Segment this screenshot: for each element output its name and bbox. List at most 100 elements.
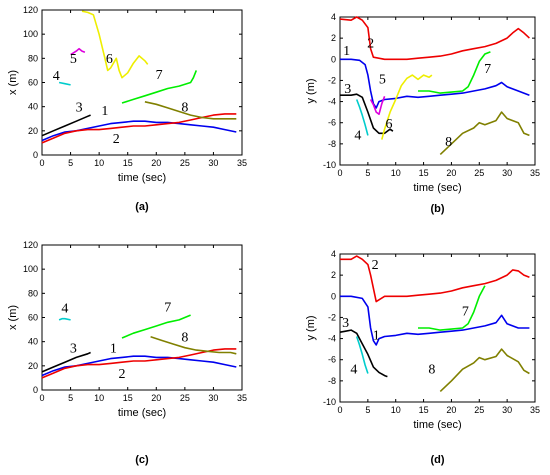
x-tick-label: 30	[502, 405, 512, 415]
x-axis-title: time (sec)	[413, 182, 461, 194]
y-tick-label: 100	[23, 264, 38, 274]
series-line-3	[41, 351, 91, 373]
x-tick-label: 15	[123, 393, 133, 403]
series-line-8	[144, 101, 237, 120]
x-tick-label: 30	[208, 393, 218, 403]
series-label-1: 1	[101, 104, 108, 119]
series-label-2: 2	[372, 258, 379, 273]
x-tick-label: 30	[208, 158, 218, 168]
plot-frame	[41, 9, 243, 156]
y-tick-label: -10	[323, 397, 336, 407]
series-line-8	[150, 336, 237, 355]
series-label-7: 7	[484, 62, 491, 77]
x-tick-label: 0	[337, 405, 342, 415]
x-tick-label: 0	[39, 393, 44, 403]
x-tick-label: 10	[391, 168, 401, 178]
y-tick-label: 40	[28, 337, 38, 347]
series-line-3	[339, 329, 388, 378]
series-line-2	[340, 255, 530, 303]
chart-panel-c: 0 5 10 15 20 25 30 35 0 20 40 60 80 100 120 time (sec) x…	[7, 240, 247, 466]
series-line-2	[41, 348, 237, 379]
panel-caption: (b)	[430, 203, 444, 215]
y-tick-label: -10	[323, 160, 336, 170]
x-tick-label: 5	[68, 393, 73, 403]
x-tick-label: 20	[151, 158, 161, 168]
series-line-2	[339, 16, 530, 61]
plot-frame	[339, 253, 536, 403]
x-tick-label: 25	[474, 405, 484, 415]
x-tick-label: 30	[502, 168, 512, 178]
series-label-7: 7	[462, 304, 469, 319]
x-tick-label: 5	[365, 168, 370, 178]
x-tick-label: 15	[419, 405, 429, 415]
series-line-3	[41, 114, 91, 137]
y-tick-label: 80	[28, 288, 38, 298]
series-line-7	[121, 314, 191, 339]
series-label-5: 5	[379, 73, 386, 88]
y-tick-label: -2	[328, 75, 336, 85]
series-line-3	[340, 93, 394, 135]
x-tick-label: 10	[94, 393, 104, 403]
series-line-1	[340, 58, 530, 109]
series-label-6: 6	[386, 117, 393, 132]
series-line-7	[418, 51, 491, 94]
y-tick-label: 80	[28, 53, 38, 63]
x-axis-title: time (sec)	[118, 172, 166, 184]
y-tick-label: 4	[331, 12, 336, 22]
series-line-7	[121, 70, 198, 104]
series-line-6	[381, 74, 433, 140]
y-tick-label: 120	[23, 240, 38, 250]
y-tick-label: -2	[328, 312, 336, 322]
y-tick-label: -4	[328, 334, 336, 344]
y-tick-label: 0	[33, 385, 38, 395]
y-tick-label: 0	[331, 291, 336, 301]
series-line-8	[439, 111, 530, 155]
x-tick-label: 0	[39, 158, 44, 168]
series-line-4	[58, 81, 71, 86]
series-label-7: 7	[164, 300, 171, 315]
series-label-2: 2	[119, 367, 126, 382]
series-line-7	[418, 285, 486, 331]
panel-caption: (d)	[430, 454, 444, 466]
series-line-4	[58, 317, 71, 321]
series-label-8: 8	[445, 135, 452, 150]
series-label-6: 6	[106, 52, 113, 67]
series-line-6	[81, 10, 149, 79]
panel-caption: (c)	[135, 454, 149, 466]
x-tick-label: 25	[474, 168, 484, 178]
x-tick-label: 5	[68, 158, 73, 168]
x-tick-label: 10	[391, 405, 401, 415]
y-tick-label: 100	[23, 29, 38, 39]
series-line-4	[355, 336, 369, 374]
series-label-1: 1	[110, 342, 117, 357]
y-tick-label: 40	[28, 102, 38, 112]
y-tick-label: 20	[28, 361, 38, 371]
series-line-5	[369, 96, 386, 116]
series-label-8: 8	[181, 331, 188, 346]
series-label-3: 3	[342, 316, 349, 331]
series-line-4	[355, 99, 369, 136]
series-label-7: 7	[156, 68, 163, 83]
y-axis-title: x (m)	[7, 70, 19, 95]
series-label-8: 8	[181, 101, 188, 116]
series-label-5: 5	[70, 52, 77, 67]
series-label-4: 4	[61, 302, 68, 317]
y-tick-label: 2	[331, 33, 336, 43]
x-tick-label: 25	[180, 393, 190, 403]
y-tick-label: -8	[328, 376, 336, 386]
y-tick-label: -6	[328, 355, 336, 365]
x-tick-label: 35	[530, 405, 540, 415]
series-label-4: 4	[53, 69, 60, 84]
x-axis-title: time (sec)	[413, 419, 461, 431]
x-tick-label: 25	[180, 158, 190, 168]
x-tick-label: 35	[237, 158, 247, 168]
series-label-3: 3	[70, 342, 77, 357]
plot-frame	[339, 16, 536, 166]
series-label-8: 8	[428, 362, 435, 377]
series-label-2: 2	[367, 37, 374, 52]
y-tick-label: 4	[331, 249, 336, 259]
series-label-1: 1	[373, 329, 380, 344]
